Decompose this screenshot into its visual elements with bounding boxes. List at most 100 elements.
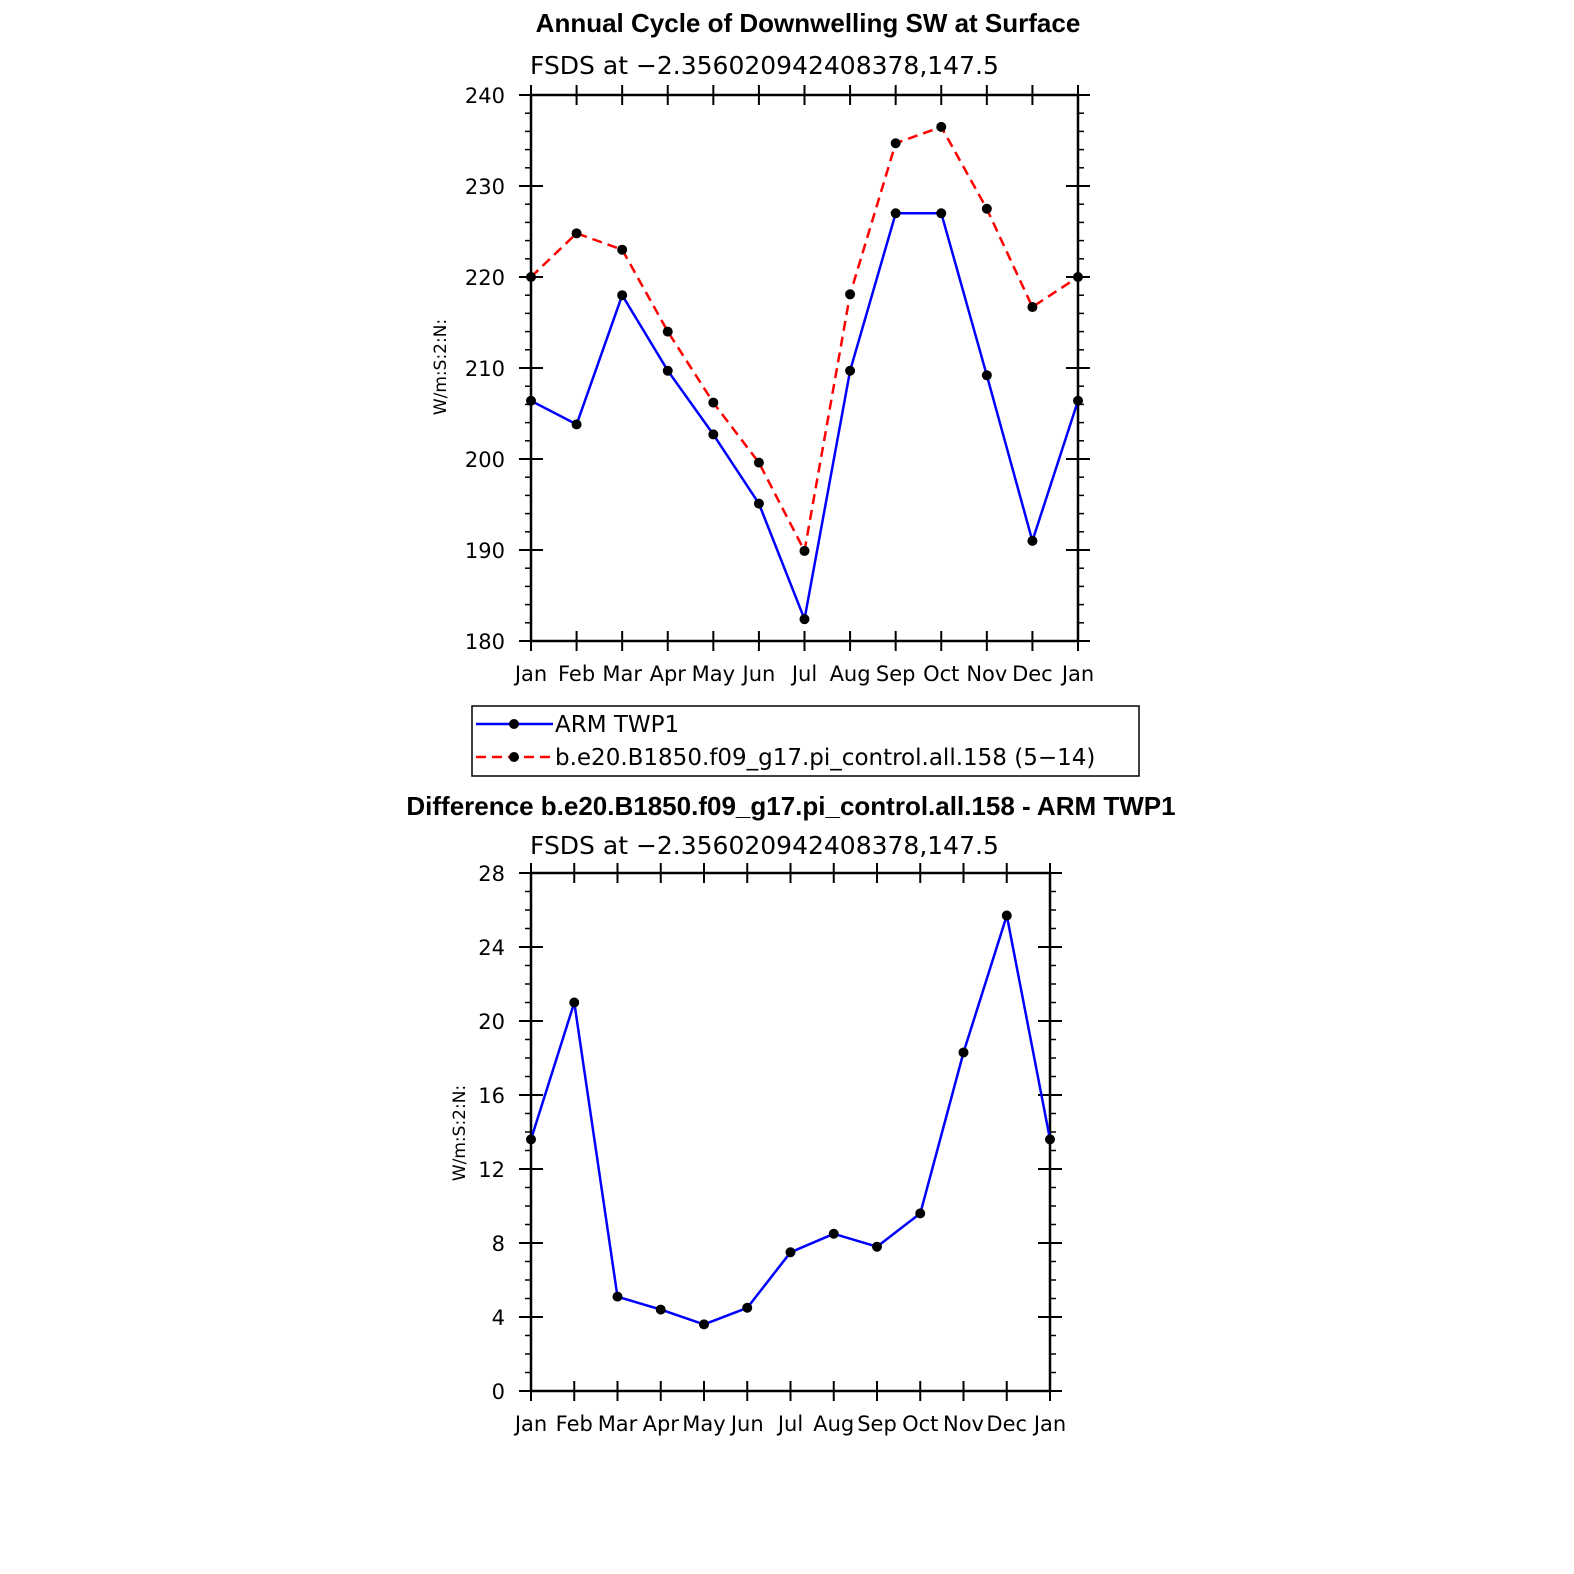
annual-cycle-series-0-point [617,290,628,301]
annual-cycle-x-tick-label: Jun [741,662,776,686]
annual-cycle-x-tick-label: Jan [513,662,547,686]
difference-series-0-point [785,1247,796,1258]
annual-cycle-x-tick-label: Apr [650,662,687,686]
annual-cycle-y-axis-label: W/m:S:2:N: [431,319,451,415]
annual-cycle-y-tick-label: 200 [465,448,505,472]
annual-cycle-series-0-point [981,370,992,381]
annual-cycle-y-tick-label: 220 [465,266,505,290]
annual-cycle-legend: ARM TWP1 b.e20.B1850.f09_g17.pi_control.… [471,705,1140,777]
difference-x-tick-label: Aug [813,1412,854,1436]
difference-x-tick-label: Jan [513,1412,547,1436]
difference-series-0-point [958,1047,969,1058]
annual-cycle-x-tick-label: Mar [602,662,642,686]
legend-label-arm-twp1: ARM TWP1 [555,712,679,738]
annual-cycle-panel: Annual Cycle of Downwelling SW at Surfac… [431,8,1094,686]
annual-cycle-series-0-line [530,212,1080,621]
annual-cycle-series-1-line [530,125,1079,553]
difference-panel: Difference b.e20.B1850.f09_g17.pi_contro… [406,791,1175,1436]
difference-series-0-point [655,1304,666,1315]
annual-cycle-series-1-point [526,272,536,282]
annual-cycle-series-0-point [1027,535,1038,546]
annual-cycle-series-1-point [936,121,947,132]
annual-cycle-series-0-point [890,208,901,219]
annual-cycle-series-0-point [1073,395,1083,406]
annual-cycle-x-tick-label: Feb [558,662,595,686]
annual-cycle-plot-frame [529,93,1080,643]
legend-entry-model: b.e20.B1850.f09_g17.pi_control.all.158 (… [476,745,1095,771]
difference-y-tick-label: 4 [492,1306,505,1330]
difference-x-tick-label: Jun [729,1412,764,1436]
difference-series-0-point [742,1302,753,1313]
difference-y-tick-label: 20 [478,1010,505,1034]
annual-cycle-series-1-point [571,228,582,239]
difference-series-0-point [569,997,580,1008]
annual-cycle-y-tick-label: 210 [465,357,505,381]
annual-cycle-series-0-point [799,614,810,625]
annual-cycle-x-tick-label: Sep [876,662,916,686]
annual-cycle-series-1-point [890,138,901,149]
difference-y-tick-label: 16 [478,1084,505,1108]
annual-cycle-series-0-point [936,208,947,219]
difference-series-0-point [699,1319,709,1330]
annual-cycle-x-tick-label: Dec [1012,662,1053,686]
difference-series-0-point [915,1208,926,1219]
annual-cycle-x-tick-label: May [692,662,735,686]
annual-cycle-title: Annual Cycle of Downwelling SW at Surfac… [536,8,1081,38]
annual-cycle-x-tick-label: Jan [1060,662,1094,686]
annual-cycle-series-1-point [1073,272,1083,282]
difference-series-0-point [526,1134,536,1145]
difference-x-tick-label: Nov [943,1412,984,1436]
difference-x-tick-label: Feb [556,1412,593,1436]
annual-cycle-x-tick-label: Aug [830,662,871,686]
annual-cycle-y-tick-label: 190 [465,539,505,563]
difference-x-tick-label: Jul [776,1412,803,1436]
annual-cycle-series-0-point [753,498,764,509]
difference-series-0-line [529,914,1052,1326]
difference-x-tick-label: May [682,1412,725,1436]
annual-cycle-series-1-point [1027,302,1038,313]
annual-cycle-series-1-point [981,203,992,214]
difference-y-tick-label: 0 [492,1380,505,1404]
legend-box [471,705,1140,777]
annual-cycle-series-1-point [753,457,764,468]
difference-series-0-point [872,1241,882,1252]
difference-x-tick-label: Apr [643,1412,680,1436]
legend-marker-arm-twp1 [509,719,519,729]
difference-title: Difference b.e20.B1850.f09_g17.pi_contro… [406,791,1175,821]
annual-cycle-series-0-point [708,429,719,440]
difference-series-0-point [1045,1134,1055,1145]
annual-cycle-series-0-point [845,365,856,376]
difference-y-tick-label: 12 [478,1158,505,1182]
difference-y-tick-label: 24 [478,936,505,960]
difference-x-tick-label: Oct [902,1412,938,1436]
annual-cycle-series-1-point [708,397,719,408]
annual-cycle-series-1-point [617,244,628,255]
annual-cycle-y-tick-label: 240 [465,84,505,108]
annual-cycle-x-tick-label: Oct [923,662,959,686]
difference-y-tick-label: 28 [478,862,505,886]
annual-cycle-subtitle: FSDS at −2.356020942408378,147.5 [530,51,999,80]
annual-cycle-plot-area: Jan Feb Mar Apr May Jun Jul Aug Sep Oct Nov Dec Jan 1… [465,84,1094,686]
difference-x-tick-label: Sep [857,1412,897,1436]
difference-series-0-point [828,1228,839,1239]
annual-cycle-series-0-point [571,419,582,430]
difference-plot-area: Jan Feb Mar Apr May Jun Jul Aug Sep Oct Nov Dec Jan0… [478,862,1066,1436]
legend-entry-arm-twp1: ARM TWP1 [476,712,679,738]
difference-x-tick-label: Jan [1032,1412,1066,1436]
legend-label-model: b.e20.B1850.f09_g17.pi_control.all.158 (… [555,745,1095,771]
difference-subtitle: FSDS at −2.356020942408378,147.5 [530,831,999,860]
difference-x-tick-label: Dec [986,1412,1027,1436]
difference-y-axis-label: W/m:S:2:N: [450,1085,470,1181]
legend-marker-model [509,752,519,762]
annual-cycle-x-tick-label: Jul [790,662,817,686]
annual-cycle-series-1-point [845,289,856,300]
annual-cycle-series-0-point [662,365,673,376]
difference-y-tick-label: 8 [492,1232,505,1256]
annual-cycle-series-1-point [799,545,810,556]
annual-cycle-series-1-point [662,326,673,337]
annual-cycle-y-tick-label: 230 [465,175,505,199]
annual-cycle-series-0-point [526,395,536,406]
difference-series-0-point [1001,910,1012,921]
difference-x-tick-label: Mar [598,1412,638,1436]
